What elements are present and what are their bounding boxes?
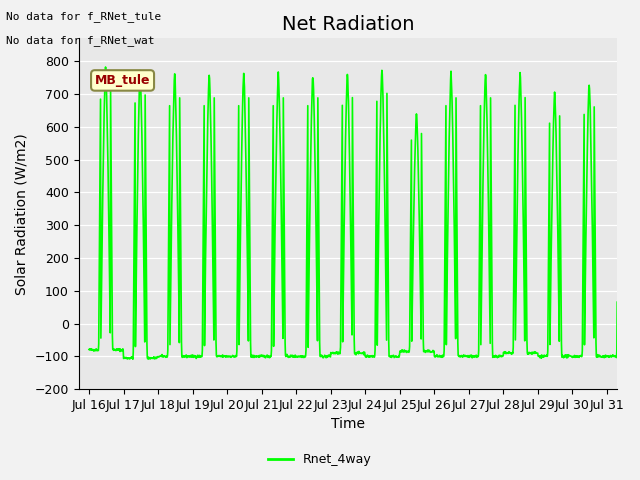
Text: MB_tule: MB_tule bbox=[95, 74, 150, 87]
Title: Net Radiation: Net Radiation bbox=[282, 15, 414, 34]
Legend: Rnet_4way: Rnet_4way bbox=[263, 448, 377, 471]
X-axis label: Time: Time bbox=[331, 418, 365, 432]
Text: No data for f_RNet_wat: No data for f_RNet_wat bbox=[6, 35, 155, 46]
Y-axis label: Solar Radiation (W/m2): Solar Radiation (W/m2) bbox=[15, 133, 29, 295]
Text: No data for f_RNet_tule: No data for f_RNet_tule bbox=[6, 11, 162, 22]
